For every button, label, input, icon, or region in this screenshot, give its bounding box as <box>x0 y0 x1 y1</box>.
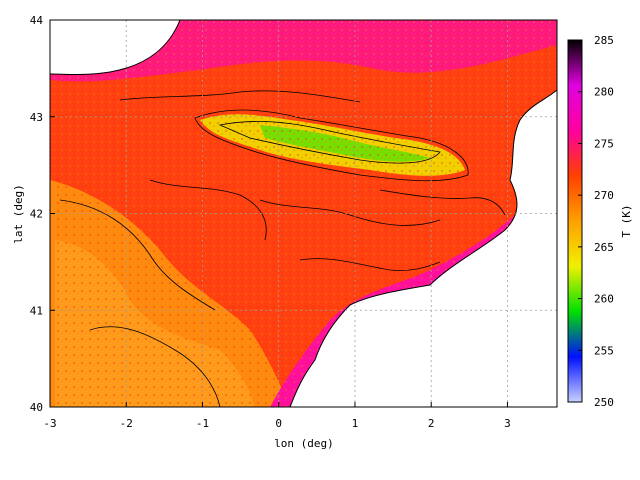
colorbar-tick-label: 275 <box>594 137 614 150</box>
x-axis-label: lon (deg) <box>274 437 334 450</box>
colorbar-tick-label: 250 <box>594 396 614 409</box>
colorbar-tick-label: 280 <box>594 86 614 99</box>
colorbar-tick-label: 260 <box>594 293 614 306</box>
y-axis-label: lat (deg) <box>12 184 25 244</box>
colorbar-tick-label: 270 <box>594 189 614 202</box>
x-tick-label: 0 <box>275 417 282 430</box>
x-tick-label: 1 <box>352 417 359 430</box>
colorbar-ticks: 250 255 260 265 270 275 280 285 <box>578 34 614 409</box>
y-tick-label: 44 <box>30 14 44 27</box>
x-tick-label: 3 <box>504 417 511 430</box>
y-tick-label: 41 <box>30 304 43 317</box>
x-tick-label: -3 <box>43 417 56 430</box>
colorbar-tick-label: 255 <box>594 344 614 357</box>
x-tick-label: 2 <box>428 417 435 430</box>
y-tick-label: 43 <box>30 111 43 124</box>
x-tick-label: -1 <box>196 417 209 430</box>
sea-north <box>50 20 180 75</box>
colorbar-tick-label: 285 <box>594 34 614 47</box>
contour-lines <box>59 90 506 407</box>
x-tick-label: -2 <box>120 417 133 430</box>
colorbar <box>567 39 583 403</box>
y-axis-ticks: 40 41 42 43 44 <box>30 14 55 414</box>
coastline <box>289 89 557 407</box>
sea-east <box>290 90 557 407</box>
y-tick-label: 40 <box>30 401 43 414</box>
map-plot-area <box>50 20 557 407</box>
y-tick-label: 42 <box>30 208 43 221</box>
colorbar-label: T (K) <box>620 204 633 237</box>
colorbar-tick-label: 265 <box>594 241 614 254</box>
coastline-north <box>50 20 181 75</box>
x-axis-ticks: -3 -2 -1 0 1 2 3 <box>43 402 511 430</box>
